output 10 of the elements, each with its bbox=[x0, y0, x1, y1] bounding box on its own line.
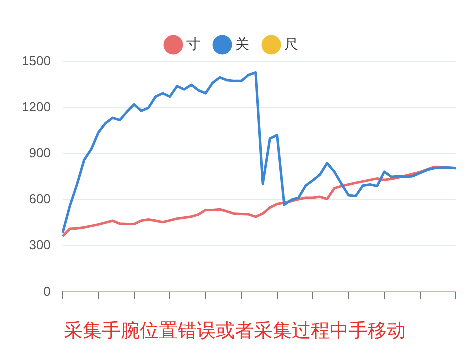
y-tick-label: 600 bbox=[29, 192, 51, 207]
y-tick-label: 1500 bbox=[22, 54, 51, 69]
y-tick-label: 1200 bbox=[22, 100, 51, 115]
legend-label: 寸 bbox=[186, 36, 200, 52]
text: 采集手腕位置错误或者采集过程中手移动 bbox=[63, 319, 407, 344]
y-tick-label: 900 bbox=[29, 146, 51, 161]
y-tick-label: 300 bbox=[29, 238, 51, 253]
y-tick-label: 0 bbox=[44, 284, 51, 299]
legend-label: 尺 bbox=[284, 36, 298, 52]
legend-label: 关 bbox=[236, 36, 250, 52]
